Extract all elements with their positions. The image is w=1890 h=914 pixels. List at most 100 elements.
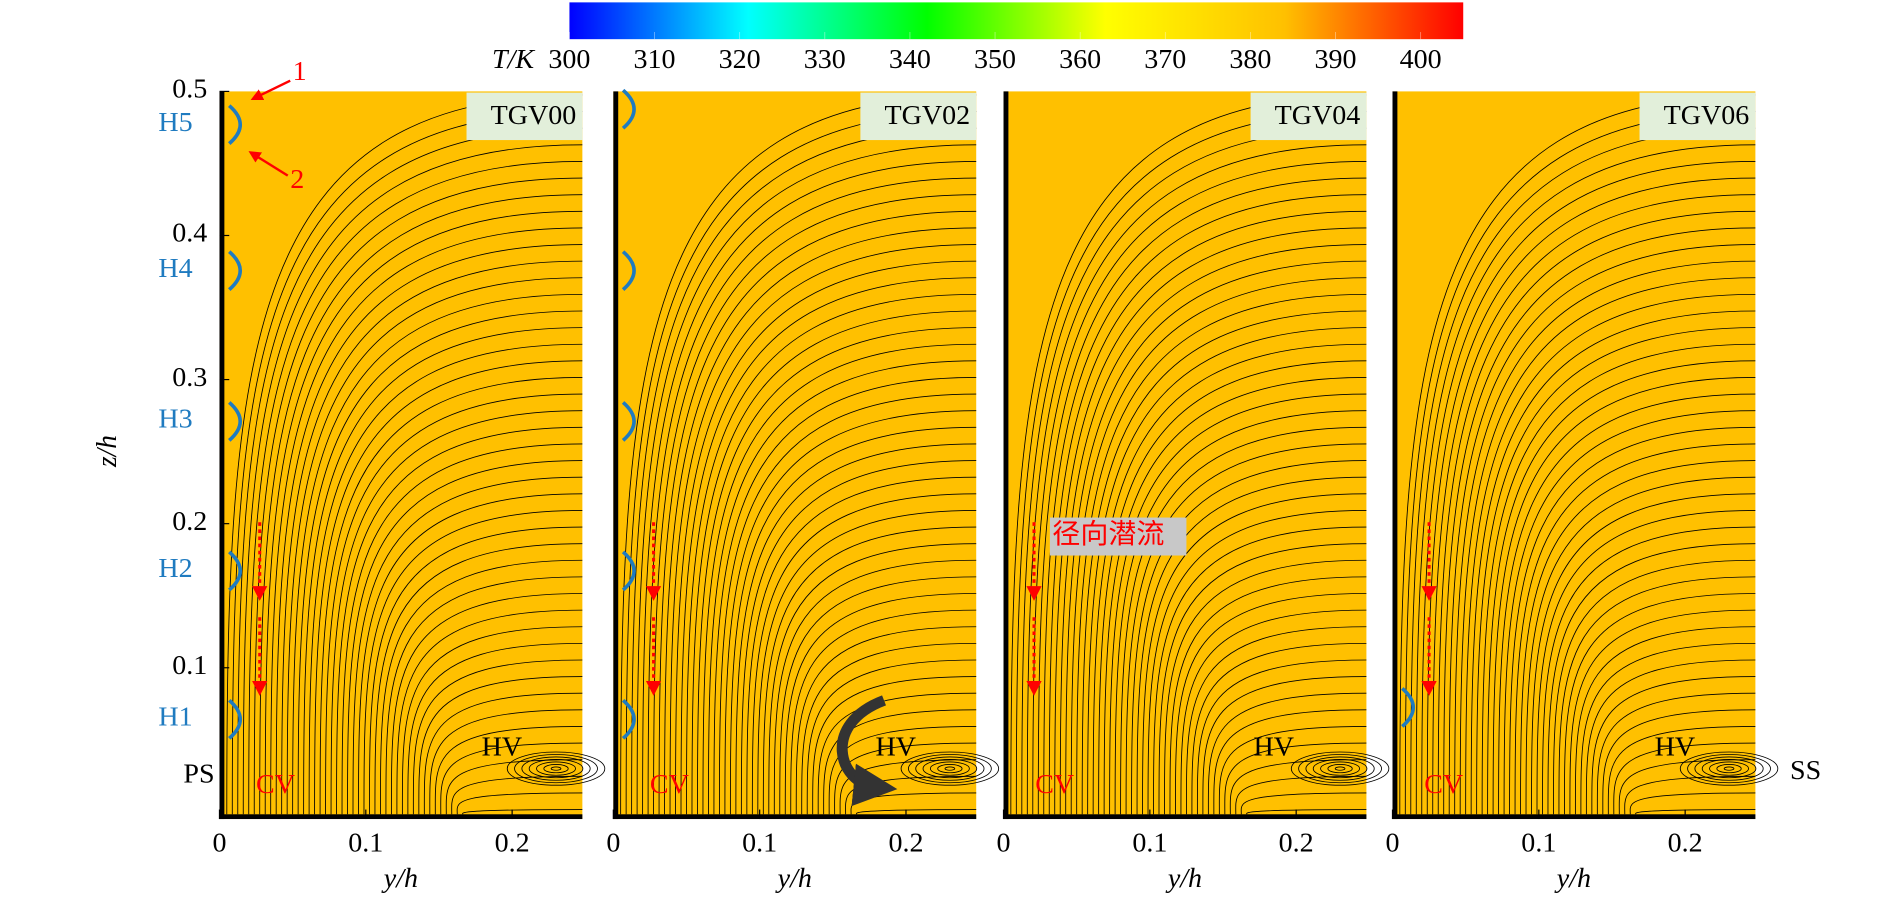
contour-field [1392, 91, 1756, 820]
streamline [1553, 559, 1756, 815]
streamline [647, 177, 977, 815]
x-tick-label: 0 [1385, 827, 1399, 858]
streamline [1399, 94, 1756, 815]
y-tick-label: 0.2 [172, 505, 207, 536]
streamline [642, 161, 977, 815]
annotation: HV [875, 731, 916, 762]
streamline [1103, 377, 1367, 815]
vortex-ring [528, 759, 584, 779]
streamline [636, 144, 977, 815]
streamline [856, 809, 977, 815]
vortex-marker [621, 699, 636, 740]
endwall [219, 814, 583, 820]
annotation: HV [482, 731, 523, 762]
streamline [423, 692, 583, 815]
panel-title: TGV06 [1664, 99, 1750, 130]
vortex-marker [621, 88, 636, 130]
streamline [1109, 393, 1367, 815]
streamline [363, 510, 583, 815]
panel: TGV02 0 0.1 0.2 y/h CV HV [606, 88, 1000, 893]
streamline [226, 94, 583, 815]
streamline [1607, 726, 1756, 815]
vortex-ring [514, 754, 598, 784]
streamline [1153, 526, 1367, 815]
wall [613, 91, 619, 820]
streamline [806, 659, 977, 815]
streamline [242, 144, 583, 815]
x-tick-label: 0.1 [1132, 827, 1167, 858]
contour-field [613, 91, 977, 820]
vortex-ring [937, 764, 963, 774]
streamline [456, 792, 583, 815]
x-tick-label: 0 [212, 827, 226, 858]
endwall [613, 814, 977, 820]
rotation-arrow [836, 695, 898, 807]
colorbar-tick-label: 380 [1229, 43, 1271, 74]
streamline [1218, 726, 1367, 815]
streamline [325, 393, 583, 815]
streamline [669, 244, 977, 815]
panel: TGV04 0 0.1 0.2 y/h 径向潜流 CV HV [997, 91, 1390, 893]
streamline [1520, 460, 1756, 815]
streamline [1169, 576, 1367, 815]
streamline [385, 576, 583, 815]
streamline [1043, 194, 1367, 815]
x-tick-label: 0 [997, 827, 1011, 858]
streamline [1224, 742, 1367, 815]
streamline [451, 775, 583, 815]
annotation: H5 [158, 106, 192, 137]
vortex-ring [929, 761, 970, 776]
vortex-ring [1709, 761, 1749, 776]
streamline [352, 476, 583, 815]
x-tick-label: 0.2 [1668, 827, 1703, 858]
streamline [1114, 410, 1367, 815]
streamline [462, 809, 583, 815]
streamline [440, 742, 583, 815]
annotation: HV [1655, 731, 1696, 762]
streamline [625, 111, 977, 815]
colorbar [569, 2, 1464, 40]
annotation: HV [1253, 731, 1294, 762]
streamline [675, 260, 977, 815]
streamline [303, 327, 583, 815]
streamline [751, 493, 977, 815]
streamline [1202, 676, 1367, 815]
vortex-marker [227, 401, 243, 442]
x-tick-label: 0 [606, 827, 620, 858]
streamline [724, 410, 977, 815]
panel-title: TGV00 [491, 99, 577, 130]
y-axis-label: z/h [91, 435, 122, 468]
streamline [658, 210, 977, 815]
streamline [1635, 809, 1756, 815]
annotation: CV [1035, 769, 1074, 800]
streamline [319, 377, 583, 815]
streamline [1240, 792, 1367, 815]
annotation: PS [183, 758, 214, 789]
colorbar-tick-label: 350 [974, 43, 1016, 74]
streamline [231, 111, 583, 815]
streamline [1629, 792, 1756, 815]
streamline [779, 576, 977, 815]
vortex-marker [621, 550, 636, 592]
streamline [259, 194, 583, 815]
streamline [653, 194, 977, 815]
annotation: CV [650, 769, 689, 800]
streamline [817, 692, 977, 815]
vortex-ring [506, 751, 606, 786]
endwall [1392, 814, 1756, 820]
streamline [1065, 260, 1367, 815]
streamline [1498, 393, 1756, 815]
streamline [1186, 626, 1367, 815]
vortex-ring [1290, 751, 1390, 786]
streamline [702, 343, 977, 815]
colorbar-tick-label: 310 [634, 43, 676, 74]
x-axis-label: y/h [1165, 862, 1202, 893]
contour-field [219, 91, 583, 820]
vortex-ring [1305, 756, 1375, 781]
vortex-ring [922, 759, 978, 779]
streamline [746, 476, 977, 815]
annotation: 2 [290, 163, 304, 194]
vortex-marker [621, 401, 636, 442]
streamline [1602, 709, 1756, 815]
endwall [1003, 814, 1367, 820]
